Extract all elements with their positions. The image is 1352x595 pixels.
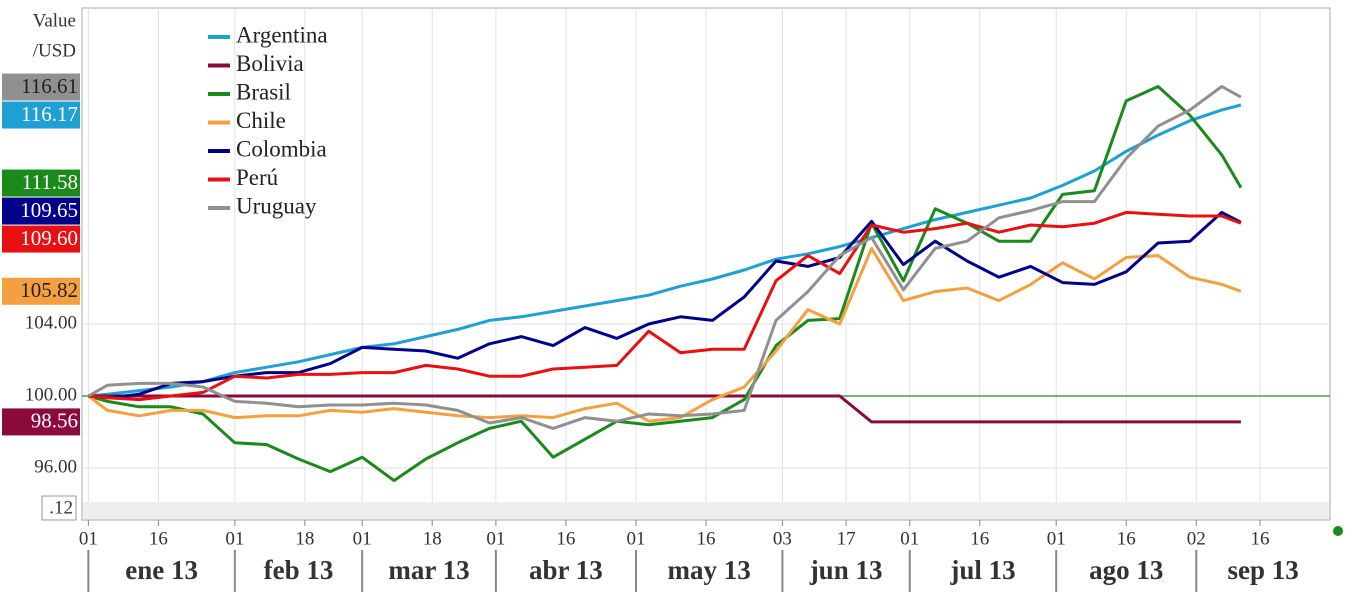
series-line — [88, 210, 1242, 400]
legend-label: Colombia — [236, 136, 327, 161]
end-label: 98.56 — [31, 409, 78, 433]
end-label: 116.17 — [21, 102, 78, 126]
x-tick-label: 16 — [149, 528, 168, 549]
end-label: 105.82 — [20, 278, 78, 302]
x-tick-label: 18 — [423, 528, 442, 549]
end-label: 111.58 — [22, 170, 78, 194]
x-tick-label: 01 — [626, 528, 645, 549]
x-tick-label: 16 — [556, 528, 575, 549]
month-label: sep 13 — [1228, 555, 1299, 585]
month-label: feb 13 — [264, 555, 334, 585]
series-line — [87, 85, 1242, 430]
series-line — [87, 246, 1242, 423]
status-dot — [1333, 526, 1343, 536]
y-label: /USD — [33, 40, 76, 61]
end-label-box — [2, 277, 80, 305]
end-label: 109.65 — [20, 198, 78, 222]
x-tick-label: 01 — [900, 528, 919, 549]
x-tick-label: 16 — [1117, 528, 1136, 549]
x-tick-label: 16 — [1250, 528, 1269, 549]
x-tick-label: 18 — [295, 528, 314, 549]
end-label-box — [2, 101, 80, 129]
end-label-box — [2, 408, 80, 436]
legend-label: Perú — [236, 165, 279, 190]
x-tick-label: 01 — [79, 528, 98, 549]
grid — [82, 8, 1330, 502]
y-tick-label: 96.00 — [34, 456, 77, 477]
corner-label: .12 — [49, 497, 73, 518]
legend-label: Brasil — [236, 79, 291, 104]
corner-box — [41, 495, 77, 521]
x-tick-label: 17 — [837, 528, 856, 549]
x-tick-label: 16 — [970, 528, 989, 549]
end-label-box — [2, 73, 80, 101]
x-tick-label: 01 — [353, 528, 372, 549]
x-tick-label: 01 — [225, 528, 244, 549]
x-tick-label: 16 — [697, 528, 716, 549]
month-label: ago 13 — [1089, 555, 1163, 585]
month-label: jun 13 — [809, 555, 883, 585]
legend-label: Bolivia — [236, 51, 304, 76]
y-tick-label: 100.00 — [25, 384, 77, 405]
end-label: 116.61 — [21, 74, 78, 98]
month-label: abr 13 — [529, 555, 603, 585]
series-line — [88, 103, 1242, 398]
month-label: jul 13 — [949, 555, 1015, 585]
month-label: may 13 — [668, 555, 751, 585]
series-line — [88, 394, 1241, 424]
legend-label: Argentina — [236, 22, 328, 47]
x-tick-label: 01 — [486, 528, 505, 549]
x-tick-label: 03 — [773, 528, 792, 549]
end-label-box — [2, 225, 80, 253]
end-label-box — [2, 197, 80, 225]
legend-label: Chile — [236, 108, 286, 133]
series-line — [88, 210, 1242, 402]
y-tick-label: 104.00 — [25, 312, 77, 333]
x-tick-label: 01 — [1047, 528, 1066, 549]
x-tick-label: 02 — [1187, 528, 1206, 549]
plot-footer-band — [83, 502, 1329, 519]
y-label: Value — [33, 10, 76, 31]
end-label: 109.60 — [20, 226, 78, 250]
month-label: ene 13 — [125, 555, 198, 585]
legend-label: Uruguay — [236, 193, 317, 218]
end-label-box — [2, 169, 80, 197]
month-label: mar 13 — [388, 555, 469, 585]
